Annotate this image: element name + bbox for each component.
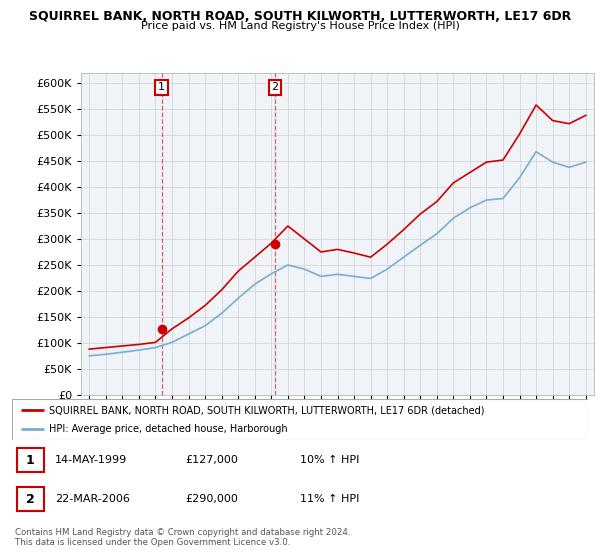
Text: 2: 2	[271, 82, 278, 92]
Text: 2: 2	[26, 493, 35, 506]
Text: 10% ↑ HPI: 10% ↑ HPI	[300, 455, 359, 465]
Text: SQUIRREL BANK, NORTH ROAD, SOUTH KILWORTH, LUTTERWORTH, LE17 6DR: SQUIRREL BANK, NORTH ROAD, SOUTH KILWORT…	[29, 10, 571, 23]
Text: 1: 1	[26, 454, 35, 467]
Text: 22-MAR-2006: 22-MAR-2006	[55, 494, 130, 504]
Text: £290,000: £290,000	[185, 494, 238, 504]
Bar	[17, 448, 44, 473]
Text: SQUIRREL BANK, NORTH ROAD, SOUTH KILWORTH, LUTTERWORTH, LE17 6DR (detached): SQUIRREL BANK, NORTH ROAD, SOUTH KILWORT…	[49, 405, 485, 415]
Text: 14-MAY-1999: 14-MAY-1999	[55, 455, 127, 465]
Text: 11% ↑ HPI: 11% ↑ HPI	[300, 494, 359, 504]
Text: HPI: Average price, detached house, Harborough: HPI: Average price, detached house, Harb…	[49, 424, 288, 433]
Text: Contains HM Land Registry data © Crown copyright and database right 2024.
This d: Contains HM Land Registry data © Crown c…	[15, 528, 350, 547]
Text: 1: 1	[158, 82, 165, 92]
Text: Price paid vs. HM Land Registry's House Price Index (HPI): Price paid vs. HM Land Registry's House …	[140, 21, 460, 31]
Text: £127,000: £127,000	[185, 455, 238, 465]
Bar	[17, 487, 44, 511]
